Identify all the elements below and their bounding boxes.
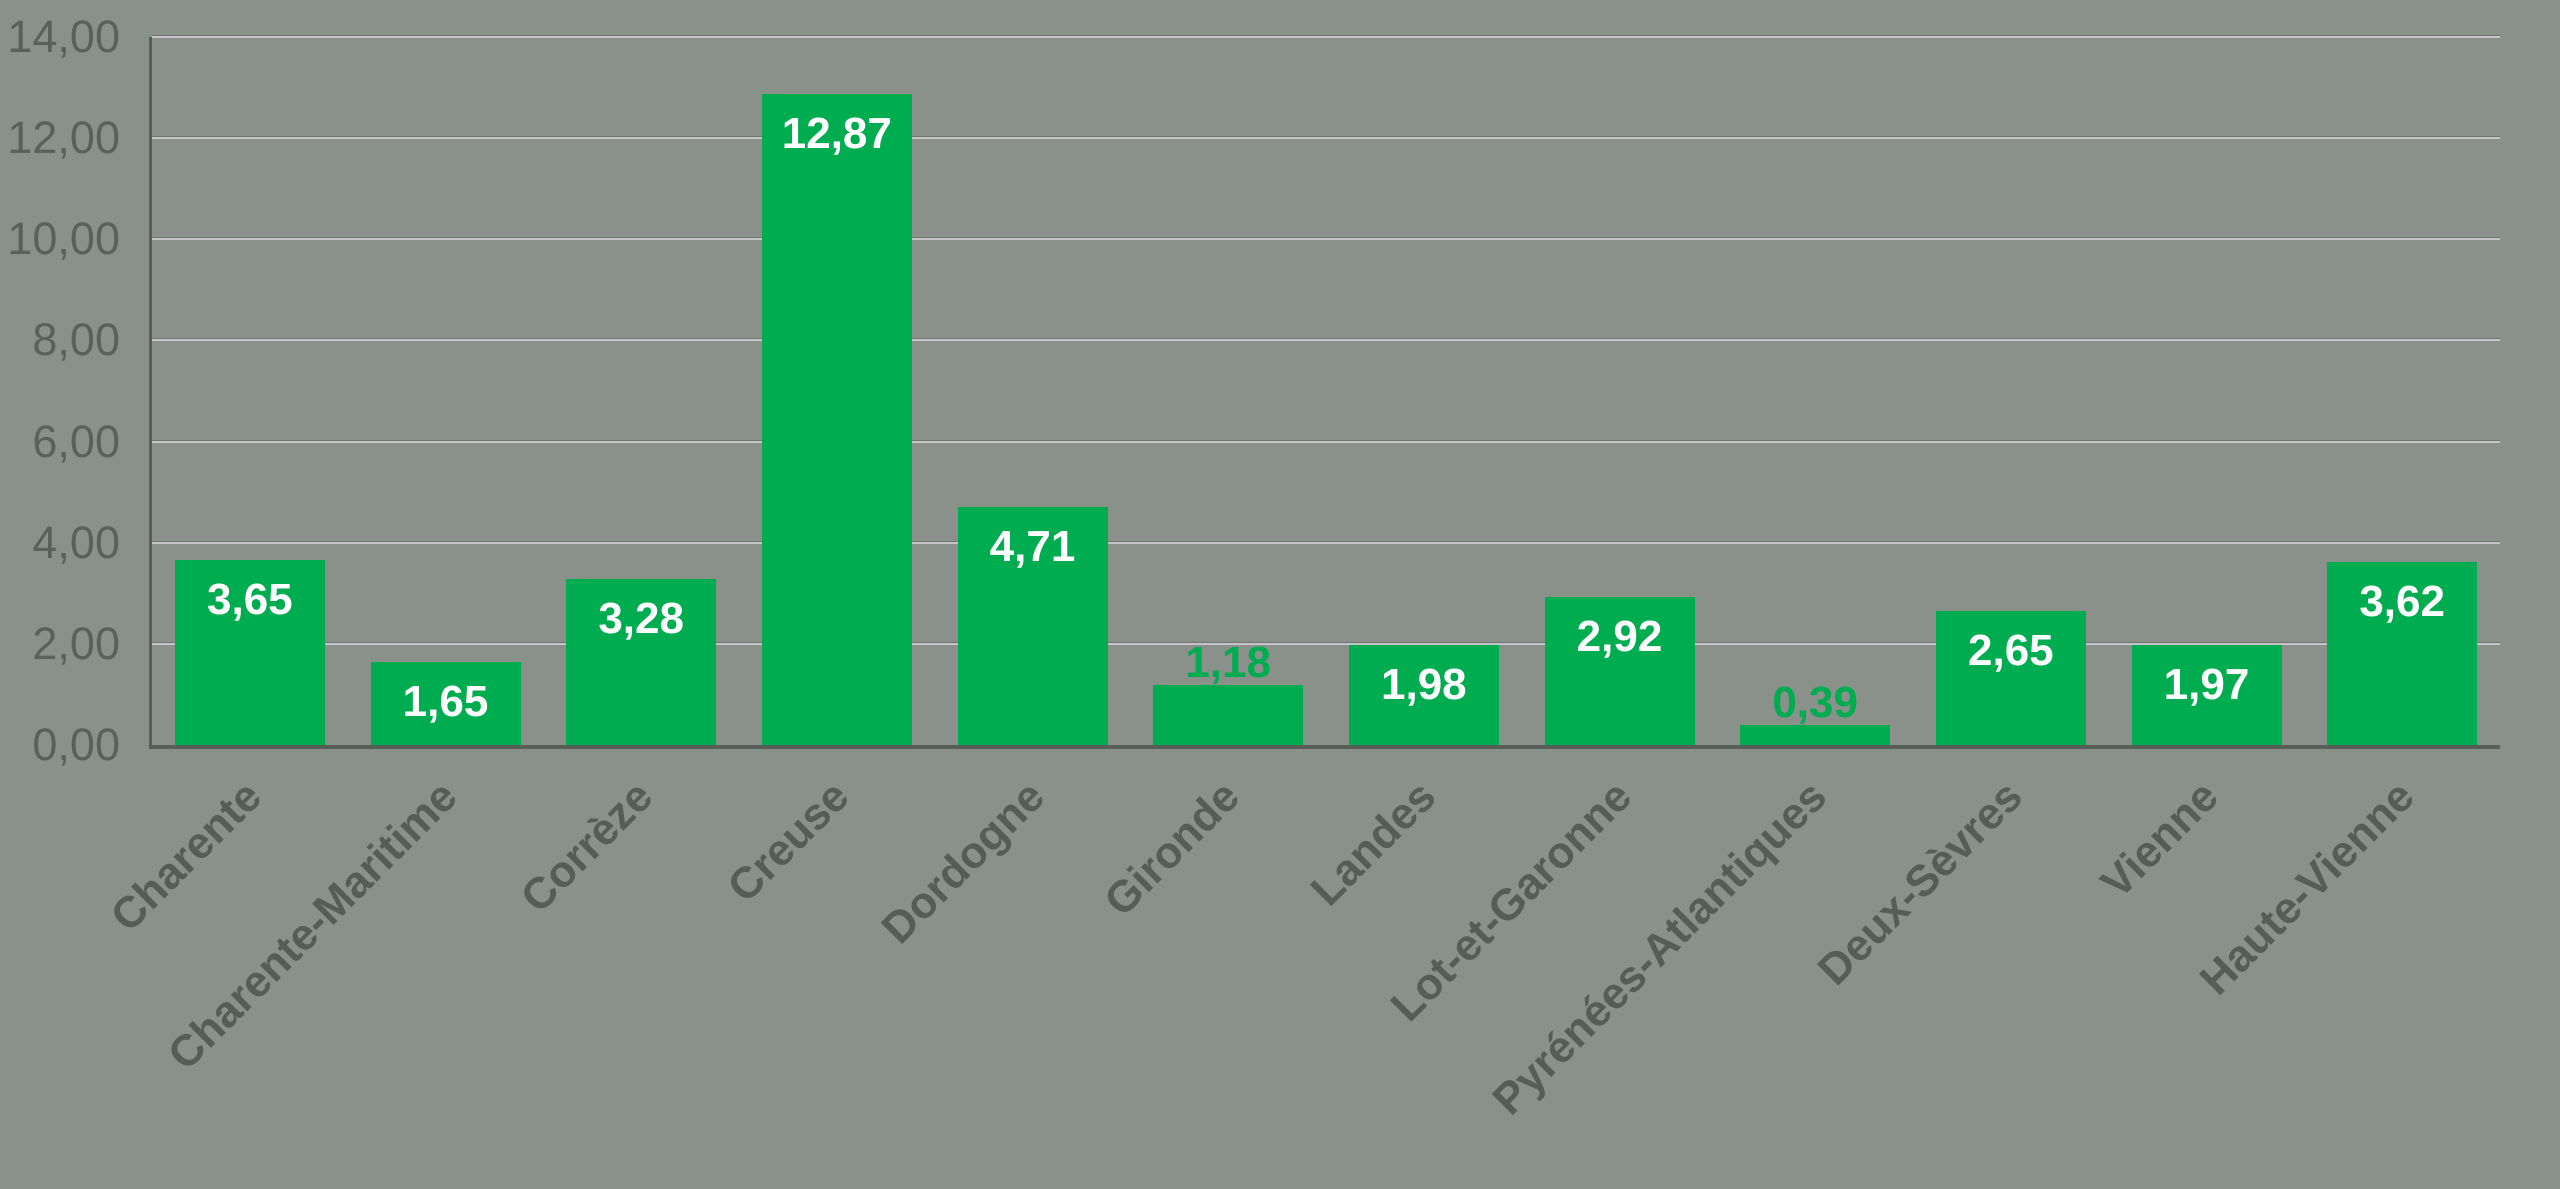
bar-value-label: 1,18 [1185, 638, 1271, 688]
bar [1544, 597, 1695, 745]
x-axis-category-label: Deux-Sèvres [1808, 771, 2033, 995]
bar [1740, 725, 1891, 745]
y-axis-tick-label: 10,00 [7, 213, 120, 264]
gridline [152, 338, 2500, 341]
x-axis-category-label: Creuse [717, 771, 859, 912]
bar-value-label: 3,62 [2359, 576, 2445, 626]
gridline [152, 35, 2500, 38]
y-axis-tick-label: 12,00 [7, 112, 120, 163]
bar-value-label: 1,65 [402, 676, 489, 726]
bar-value-label: 12,87 [781, 109, 892, 159]
bar-value-label: 2,65 [1968, 625, 2054, 675]
y-axis-line [149, 37, 152, 749]
bar-value-label: 3,65 [207, 575, 293, 625]
y-axis-tick-label: 2,00 [32, 618, 120, 669]
gridline [152, 237, 2500, 240]
x-axis-category-label: Vienne [2091, 771, 2228, 908]
y-axis-tick-label: 4,00 [32, 517, 120, 568]
x-axis-category-label: Corrèze [511, 771, 663, 923]
bar [761, 94, 912, 745]
bar-value-label: 3,28 [598, 594, 684, 644]
x-axis-line [149, 745, 2500, 749]
x-axis-category-label: Pyrénées-Atlantiques [1483, 771, 1837, 1125]
x-axis-category-label: Haute-Vienne [2190, 771, 2424, 1005]
bar-value-label: 1,98 [1381, 659, 1467, 709]
bar [370, 661, 521, 745]
bar [2131, 645, 2282, 745]
bar-value-label: 0,39 [1772, 678, 1858, 728]
y-axis-tick-label: 14,00 [7, 11, 120, 62]
y-axis-tick-label: 0,00 [32, 719, 120, 770]
bar [174, 560, 325, 745]
x-axis-category-label: Gironde [1095, 771, 1250, 926]
bar-value-label: 4,71 [989, 521, 1076, 571]
y-axis-tick-label: 8,00 [32, 314, 120, 365]
x-axis-category-label: Charente [101, 771, 272, 942]
bar [566, 579, 717, 745]
gridline [152, 541, 2500, 544]
gridline [152, 440, 2500, 443]
bar-value-label: 2,92 [1576, 612, 1663, 662]
bar [957, 506, 1108, 745]
bar [1153, 685, 1304, 745]
y-axis-tick-label: 6,00 [32, 416, 120, 467]
bar [1348, 644, 1499, 745]
bar [1935, 610, 2086, 745]
x-axis-category-label: Landes [1301, 771, 1446, 916]
x-axis-category-label: Dordogne [872, 771, 1054, 954]
gridline [152, 136, 2500, 139]
bar-value-label: 1,97 [2163, 660, 2250, 710]
bar [2327, 561, 2478, 745]
